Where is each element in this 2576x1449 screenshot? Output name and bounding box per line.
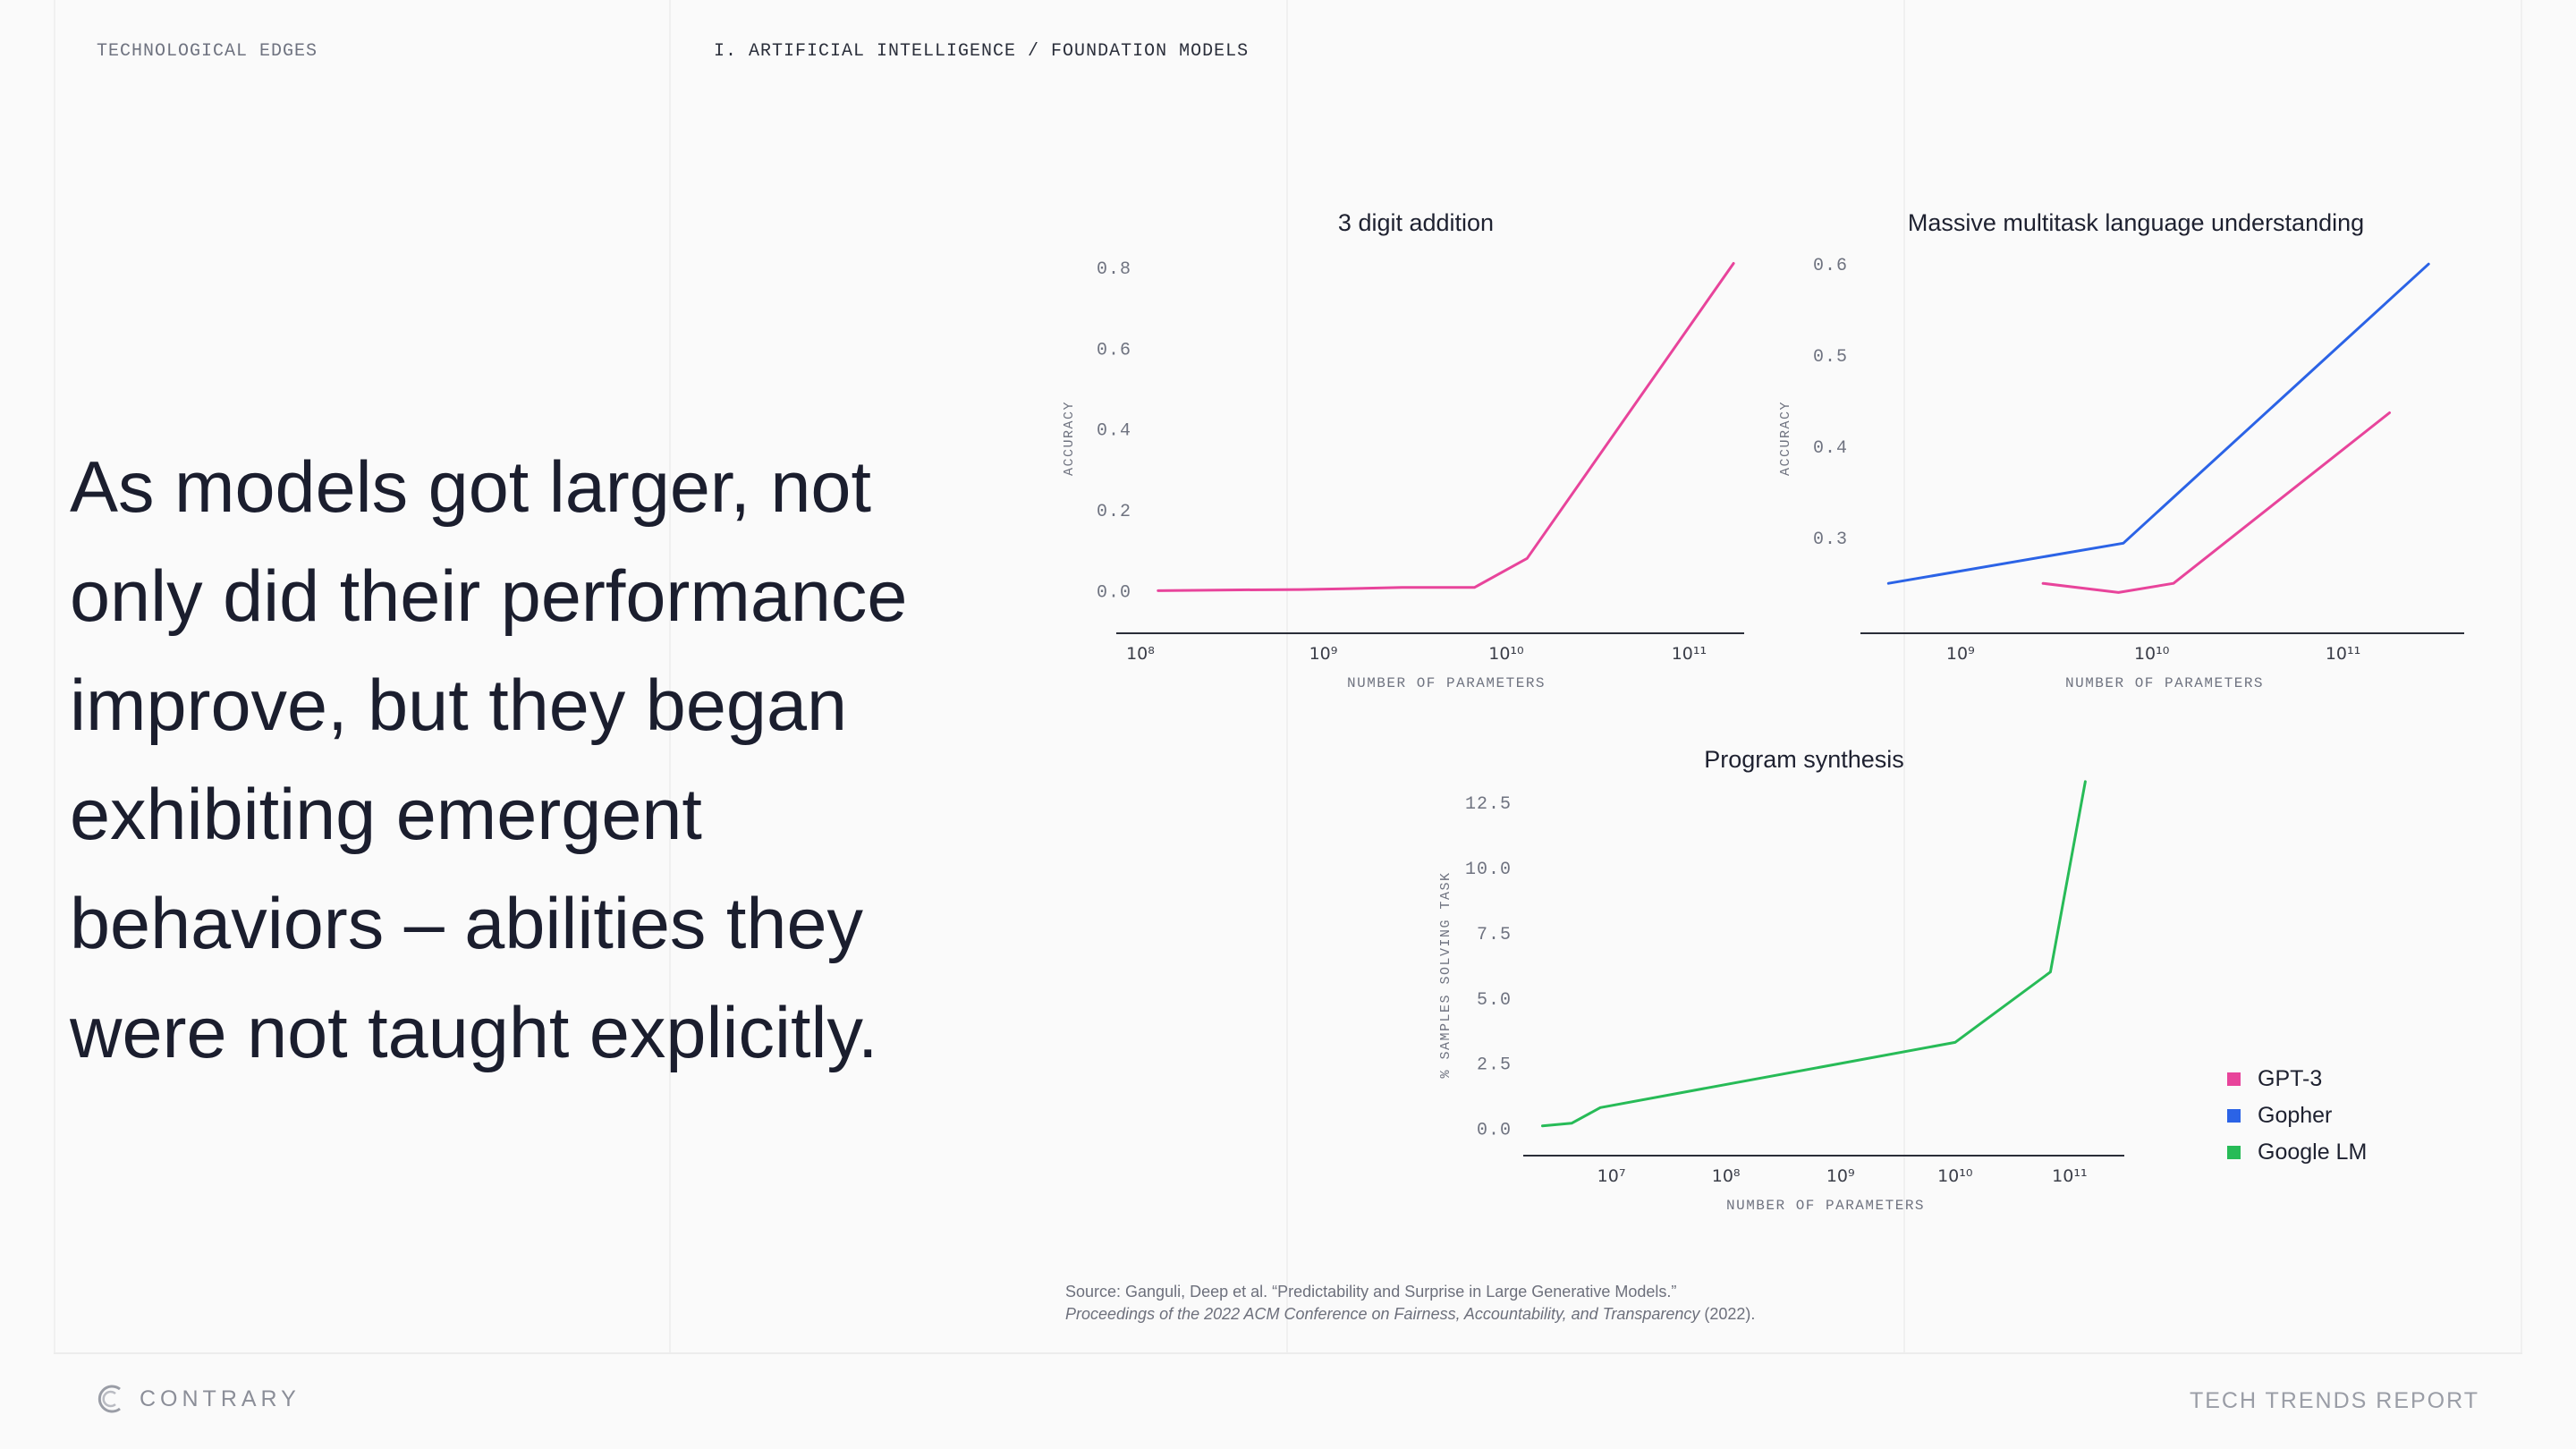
- y-tick-label: 0.8: [1097, 259, 1131, 280]
- y-tick-label: 10.0: [1465, 860, 1512, 880]
- legend-label: Gopher: [2258, 1103, 2333, 1128]
- x-tick-label: 10¹⁰: [2134, 644, 2169, 664]
- legend-label: GPT-3: [2258, 1066, 2323, 1091]
- x-tick-label: 10⁹: [1826, 1166, 1855, 1186]
- headline: As models got larger, not only did their…: [70, 433, 1000, 1088]
- legend-swatch: [2227, 1109, 2241, 1123]
- x-tick-label: 10⁹: [1309, 644, 1338, 664]
- y-tick-label: 0.4: [1813, 438, 1848, 459]
- chart-title: Program synthesis: [1704, 746, 1904, 773]
- x-tick-label: 10¹¹: [2326, 644, 2360, 664]
- legend-swatch: [2227, 1146, 2241, 1159]
- headline-line: improve, but they began: [70, 665, 848, 746]
- footer-brand[interactable]: CONTRARY: [95, 1383, 301, 1415]
- series-line: [1157, 262, 1735, 592]
- legend-item-google-lm: Google LM: [2227, 1134, 2367, 1171]
- y-tick-label: 5.0: [1477, 990, 1512, 1011]
- grid-line-right: [2521, 0, 2522, 1352]
- x-axis-label: NUMBER OF PARAMETERS: [1726, 1198, 1925, 1214]
- grid-line-2: [1286, 0, 1288, 1352]
- grid-line-left: [54, 0, 55, 1352]
- series-line: [2041, 411, 2391, 594]
- legend-label: Google LM: [2258, 1140, 2368, 1165]
- x-tick-label: 10⁷: [1597, 1166, 1626, 1186]
- y-tick-label: 2.5: [1477, 1055, 1512, 1076]
- legend-swatch: [2227, 1072, 2241, 1086]
- y-tick-label: 0.6: [1813, 256, 1848, 276]
- source-citation: Source: Ganguli, Deep et al. “Predictabi…: [1065, 1281, 1755, 1326]
- legend: GPT-3 Gopher Google LM: [2227, 1061, 2367, 1171]
- y-tick-label: 0.2: [1097, 502, 1131, 522]
- x-tick-label: 10¹⁰: [1937, 1166, 1972, 1186]
- headline-line: exhibiting emergent: [70, 775, 702, 855]
- x-tick-label: 10¹¹: [2052, 1166, 2087, 1186]
- headline-line: As models got larger, not: [70, 447, 871, 528]
- footer-divider: [54, 1352, 2522, 1354]
- y-axis-label: ACCURACY: [1062, 401, 1077, 476]
- x-tick-label: 10¹¹: [1672, 644, 1707, 664]
- report-title: TECH TRENDS REPORT: [2189, 1388, 2479, 1413]
- y-tick-label: 7.5: [1477, 925, 1512, 945]
- y-tick-label: 0.4: [1097, 421, 1131, 442]
- y-tick-label: 0.0: [1097, 582, 1131, 603]
- breadcrumb: I. ARTIFICIAL INTELLIGENCE / FOUNDATION …: [714, 41, 1250, 62]
- y-tick-label: 12.5: [1465, 794, 1512, 815]
- series-line: [1541, 780, 2087, 1128]
- source-line-1: Source: Ganguli, Deep et al. “Predictabi…: [1065, 1283, 1677, 1301]
- y-tick-label: 0.6: [1097, 340, 1131, 360]
- brand-name: CONTRARY: [140, 1385, 301, 1411]
- series-line: [1886, 262, 2430, 585]
- headline-line: only did their performance: [70, 556, 908, 637]
- contrary-logo-icon: [97, 1385, 121, 1413]
- headline-line: were not taught explicitly.: [70, 993, 878, 1073]
- y-axis-label: ACCURACY: [1778, 401, 1793, 476]
- source-journal: Proceedings of the 2022 ACM Conference o…: [1065, 1305, 1700, 1323]
- source-year: (2022).: [1699, 1305, 1756, 1323]
- y-tick-label: 0.3: [1813, 530, 1848, 550]
- x-tick-label: 10¹⁰: [1488, 644, 1523, 664]
- x-axis-label: NUMBER OF PARAMETERS: [1347, 675, 1546, 691]
- x-tick-label: 10⁸: [1712, 1166, 1741, 1186]
- chart-title: 3 digit addition: [1338, 209, 1494, 236]
- source-line-2: Proceedings of the 2022 ACM Conference o…: [1065, 1303, 1755, 1326]
- legend-item-gpt3: GPT-3: [2227, 1061, 2367, 1097]
- chart-title: Massive multitask language understanding: [1908, 209, 2364, 236]
- y-tick-label: 0.5: [1813, 347, 1848, 368]
- x-tick-label: 10⁹: [1946, 644, 1975, 664]
- y-axis-label: % SAMPLES SOLVING TASK: [1438, 871, 1453, 1078]
- x-tick-label: 10⁸: [1126, 644, 1155, 664]
- headline-line: behaviors – abilities they: [70, 884, 864, 964]
- grid-line-1: [669, 0, 671, 1352]
- section-label: TECHNOLOGICAL EDGES: [97, 41, 318, 62]
- y-tick-label: 0.0: [1477, 1121, 1512, 1141]
- grid-line-3: [1903, 0, 1905, 1352]
- legend-item-gopher: Gopher: [2227, 1097, 2367, 1134]
- x-axis-label: NUMBER OF PARAMETERS: [2065, 675, 2264, 691]
